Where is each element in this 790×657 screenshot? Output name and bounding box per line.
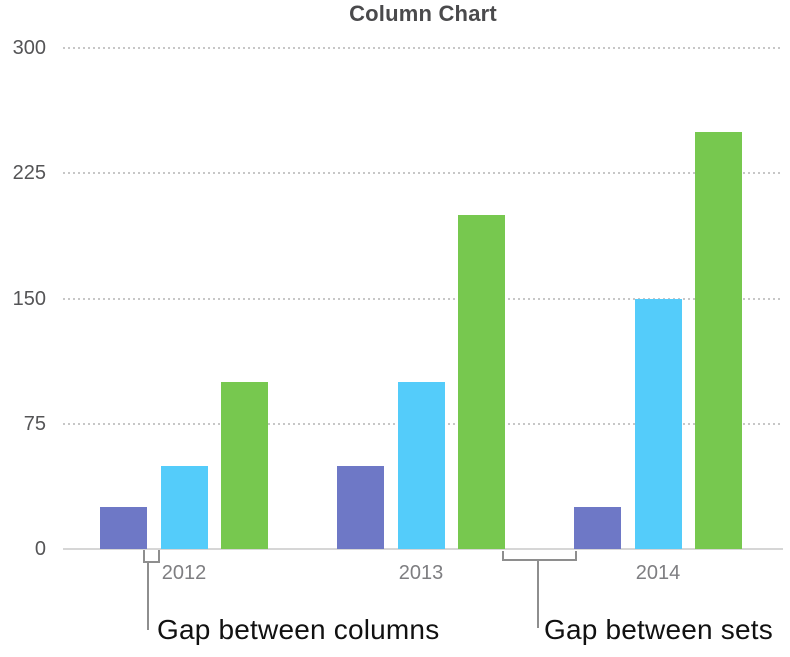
bar-series-green-2014 xyxy=(695,131,742,549)
x-axis-category-label-2012: 2012 xyxy=(161,562,207,584)
bar-series-green-2012 xyxy=(221,382,268,549)
gap-between-columns-label: Gap between columns xyxy=(157,614,440,645)
y-axis-tick-label-150: 150 xyxy=(12,287,46,310)
bar-series-purple-2013 xyxy=(337,465,384,549)
bar-series-green-2013 xyxy=(458,215,505,549)
bar-series-blue-2012 xyxy=(160,465,208,549)
bar-series-purple-2014 xyxy=(574,507,621,549)
gap-between-columns-callout-line xyxy=(147,562,149,630)
bar-series-blue-2014 xyxy=(634,298,682,549)
y-axis-tick-label-225: 225 xyxy=(12,162,46,185)
bar-series-blue-2013 xyxy=(397,382,445,549)
gridline-300 xyxy=(63,47,783,49)
x-axis-category-label-2014: 2014 xyxy=(635,562,681,584)
gap-between-sets-label: Gap between sets xyxy=(544,614,773,645)
bar-series-purple-2012 xyxy=(100,507,147,549)
y-axis-tick-label-75: 75 xyxy=(23,412,46,435)
chart-title: Column Chart xyxy=(349,1,497,26)
y-axis-tick-label-300: 300 xyxy=(12,37,46,59)
gridline-150 xyxy=(63,297,783,300)
gap-between-sets-callout-line xyxy=(537,560,539,628)
y-axis-tick-label-0: 0 xyxy=(34,538,46,560)
gap-between-sets-bracket xyxy=(502,551,577,561)
gap-between-columns-bracket xyxy=(143,550,160,563)
x-axis-line xyxy=(63,548,783,550)
x-axis-category-label-2013: 2013 xyxy=(398,562,444,584)
gridline-225 xyxy=(63,172,783,175)
